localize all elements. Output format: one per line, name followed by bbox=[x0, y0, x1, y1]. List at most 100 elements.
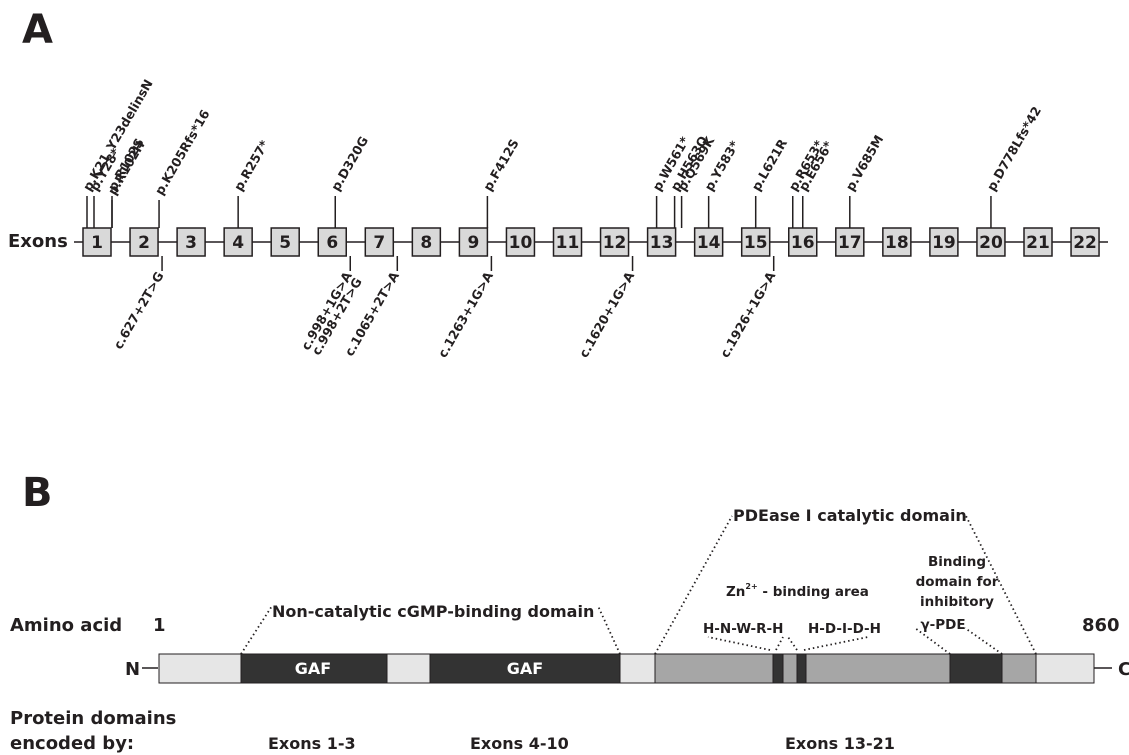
start-residue-label: 1 bbox=[153, 615, 166, 636]
mutation-label: p.D320G bbox=[328, 134, 371, 194]
exon-box bbox=[364, 227, 395, 257]
exon-number: 2 bbox=[138, 233, 150, 253]
panel-b-letter: B bbox=[22, 470, 53, 516]
exon-number: 9 bbox=[467, 233, 479, 253]
exon-16: 16 bbox=[788, 227, 818, 257]
exon-box bbox=[505, 227, 536, 257]
mutation-label: p.V685M bbox=[842, 132, 886, 193]
exon-18: 18 bbox=[882, 227, 912, 257]
exon-number: 17 bbox=[838, 233, 862, 253]
exon-group-3-label: Exons 13-21 bbox=[785, 734, 895, 753]
gamma-pde-binding-domain bbox=[949, 653, 1003, 684]
binding-domain-label-line1: Binding bbox=[928, 554, 986, 570]
exon-box bbox=[552, 227, 583, 257]
exon-number: 12 bbox=[603, 233, 627, 253]
n-terminus-label: N bbox=[125, 659, 140, 680]
zn-binding-area-label: Zn2+ - binding area bbox=[726, 582, 869, 600]
exon-15: 15 bbox=[740, 227, 771, 257]
exon-box bbox=[882, 227, 912, 257]
c-terminus-label: C bbox=[1118, 659, 1129, 680]
exon-9: 9 bbox=[458, 227, 489, 257]
exon-13: 13 bbox=[646, 227, 677, 257]
exon-box bbox=[458, 227, 489, 257]
exon-number: 10 bbox=[509, 233, 533, 253]
linker-segment bbox=[386, 653, 431, 684]
exon-22: 22 bbox=[1070, 227, 1100, 257]
exon-number: 14 bbox=[697, 233, 721, 253]
exon-2: 2 bbox=[129, 227, 159, 257]
exon-number: 3 bbox=[185, 233, 197, 253]
exon-number: 4 bbox=[232, 233, 244, 253]
exon-number: 1 bbox=[91, 233, 103, 253]
exon-box bbox=[82, 227, 112, 257]
exon-number: 18 bbox=[885, 233, 909, 253]
exon-layer: 1 2 3 4 5 6 7 8 9 10 11 12 13 14 15 16 17 18 19 20 21 22 bbox=[82, 227, 1100, 257]
exon-box bbox=[129, 227, 159, 257]
exon-8: 8 bbox=[411, 227, 442, 257]
splice-mutation-label: c.1263+1G>A bbox=[435, 269, 496, 360]
mutation-label: p.F412S bbox=[480, 136, 522, 193]
c-terminal-segment bbox=[1035, 653, 1095, 684]
gaf-domain-2 bbox=[429, 653, 621, 684]
splice-mutation-label: c.1926+1G>A bbox=[717, 269, 778, 360]
exon-3: 3 bbox=[176, 227, 206, 257]
catalytic-segment-3 bbox=[805, 653, 951, 684]
exon-1: 1 bbox=[82, 227, 112, 257]
catalytic-segment-4 bbox=[1001, 653, 1037, 684]
exon-17: 17 bbox=[835, 227, 865, 257]
exon-number: 22 bbox=[1073, 233, 1097, 253]
exon-box bbox=[1023, 227, 1053, 257]
exon-number: 19 bbox=[932, 233, 956, 253]
exon-number: 8 bbox=[420, 233, 432, 253]
protein-domain-bar bbox=[158, 653, 1095, 684]
amino-acid-label: Amino acid bbox=[10, 615, 122, 636]
splice-mutation-label: c.627+2T>G bbox=[110, 269, 166, 352]
exon-12: 12 bbox=[599, 227, 630, 257]
exon-number: 6 bbox=[326, 233, 338, 253]
exon-box bbox=[223, 227, 253, 257]
exon-group-2-label: Exons 4-10 bbox=[470, 734, 569, 753]
gamma-pde-label: γ-PDE bbox=[920, 617, 965, 633]
exon-19: 19 bbox=[929, 227, 959, 257]
panel-a-letter: A bbox=[22, 7, 53, 53]
encoded-by-label-line2: encoded by: bbox=[10, 733, 134, 754]
exon-box bbox=[176, 227, 206, 257]
exon-5: 5 bbox=[270, 227, 300, 257]
n-terminal-segment bbox=[158, 653, 242, 684]
mutation-label: p.L621R bbox=[748, 136, 790, 194]
exon-number: 16 bbox=[791, 233, 815, 253]
exon-10: 10 bbox=[505, 227, 536, 257]
mutation-label: p.K205Rfs*16 bbox=[152, 107, 213, 198]
exon-number: 15 bbox=[744, 233, 768, 253]
exon-number: 11 bbox=[556, 233, 580, 253]
zn-motif-2 bbox=[796, 653, 807, 684]
exon-box bbox=[835, 227, 865, 257]
binding-domain-label-line2: domain for bbox=[916, 574, 999, 590]
exon-box bbox=[317, 227, 347, 257]
exon-7: 7 bbox=[364, 227, 395, 257]
exon-6: 6 bbox=[317, 227, 347, 257]
exon-14: 14 bbox=[693, 227, 724, 257]
catalytic-domain-label: PDEase I catalytic domain bbox=[733, 506, 967, 525]
exon-number: 21 bbox=[1026, 233, 1050, 253]
noncatalytic-domain-label: Non-catalytic cGMP-binding domain bbox=[272, 602, 594, 621]
encoded-by-label-line1: Protein domains bbox=[10, 708, 176, 729]
exon-box bbox=[411, 227, 442, 257]
gaf-domain-1-label: GAF bbox=[295, 659, 331, 678]
exon-box bbox=[1070, 227, 1100, 257]
exons-row-label: Exons bbox=[8, 231, 68, 252]
end-residue-label: 860 bbox=[1082, 615, 1120, 636]
exon-box bbox=[740, 227, 771, 257]
gaf-domain-2-label: GAF bbox=[507, 659, 543, 678]
exon-number: 13 bbox=[650, 233, 674, 253]
mutation-label: p.D778Lfs*42 bbox=[984, 104, 1044, 194]
motif-hdidh-label: H-D-I-D-H bbox=[808, 621, 881, 637]
zn-motif-1 bbox=[772, 653, 784, 684]
catalytic-segment bbox=[654, 653, 774, 684]
exon-box bbox=[599, 227, 630, 257]
splice-mutation-label: c.1620+1G>A bbox=[576, 269, 637, 360]
exon-number: 5 bbox=[279, 233, 291, 253]
mutation-label: p.R257* bbox=[231, 137, 272, 193]
